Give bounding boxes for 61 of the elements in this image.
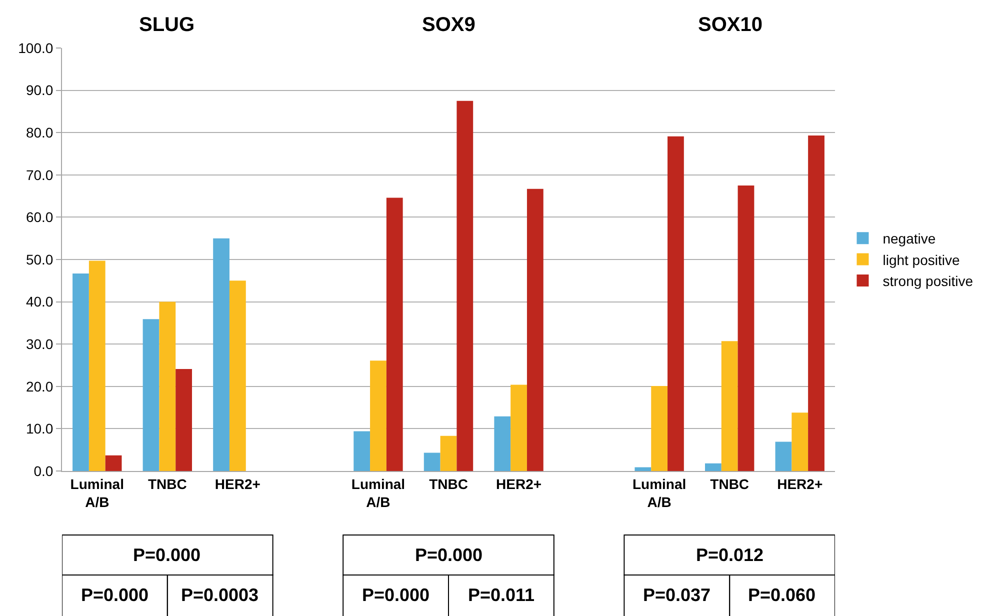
bar: [229, 280, 246, 471]
bar: [72, 273, 89, 471]
x-tick-label: Luminal A/B: [70, 476, 124, 510]
y-tick-label: 90.0: [26, 82, 54, 98]
y-tick-label: 50.0: [26, 251, 54, 268]
y-tick-label: 40.0: [26, 294, 54, 310]
text: P=0.060: [748, 585, 816, 605]
bar: [88, 260, 106, 471]
y-tick-label: 100.0: [18, 40, 54, 56]
text: P=0.037: [643, 585, 711, 605]
bar: [808, 136, 824, 471]
text: P=0.0003: [181, 585, 259, 605]
bar: [440, 436, 457, 471]
bar: [705, 463, 722, 471]
bar: [354, 431, 370, 471]
bar: [775, 442, 792, 471]
bar: [424, 452, 440, 471]
text: P=0.000: [81, 585, 149, 605]
y-tick-label: 0.0: [34, 462, 54, 479]
text: SOX9: [422, 14, 476, 36]
y-tick-label: 30.0: [26, 336, 54, 352]
bar: [651, 386, 668, 471]
text: P=0.000: [133, 545, 201, 565]
text: P=0.011: [468, 585, 535, 605]
y-tick-label: 10.0: [26, 420, 54, 437]
x-tick-label: Luminal A/B: [351, 476, 406, 510]
bar: [526, 188, 544, 471]
text: SOX10: [698, 14, 762, 36]
bar: [142, 319, 160, 471]
y-tick-label: 80.0: [26, 124, 54, 140]
y-tick-label: 60.0: [26, 209, 54, 226]
bar: [668, 136, 684, 471]
bar: [792, 412, 808, 471]
x-tick-label: TNBC: [148, 476, 187, 492]
bar: [105, 455, 122, 471]
x-tick-label: TNBC: [429, 476, 468, 492]
bar: [370, 360, 386, 471]
x-tick-label: HER2+: [496, 476, 542, 492]
text: P=0.000: [362, 585, 430, 605]
legend-label: strong positive: [882, 272, 974, 289]
bar: [213, 238, 230, 471]
bar: [721, 341, 738, 471]
bar: [386, 198, 403, 471]
bar: [634, 467, 652, 471]
x-tick-label: Luminal A/B: [632, 476, 686, 510]
bar: [159, 302, 176, 471]
bar: [176, 369, 192, 471]
x-tick-label: HER2+: [777, 476, 823, 492]
bar: [456, 100, 474, 471]
text: SLUG: [139, 14, 195, 36]
bar: [510, 384, 527, 471]
legend-label: negative: [882, 230, 936, 247]
x-tick-label: HER2+: [214, 476, 260, 492]
text: P=0.000: [415, 545, 483, 565]
text: P=0.012: [696, 545, 764, 565]
y-tick-label: 20.0: [26, 378, 54, 394]
x-tick-label: TNBC: [710, 476, 750, 492]
y-tick-label: 70.0: [26, 166, 54, 183]
bar: [738, 185, 754, 471]
bar: [494, 416, 511, 471]
legend-label: light positive: [882, 252, 960, 268]
